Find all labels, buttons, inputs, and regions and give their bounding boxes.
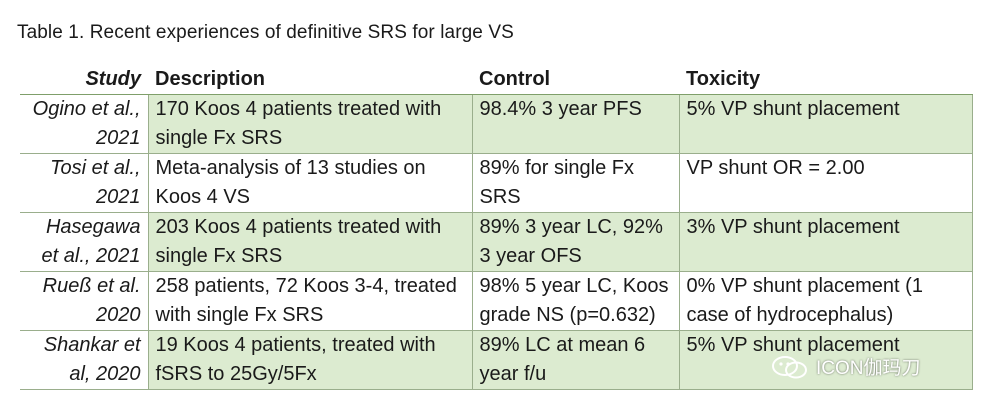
cell-control: 98.4% 3 year PFS (472, 94, 680, 154)
cell-description: 170 Koos 4 patients treated with single … (148, 94, 473, 154)
table-caption: Table 1. Recent experiences of definitiv… (17, 22, 514, 43)
cell-toxicity: 3% VP shunt placement (679, 212, 973, 272)
cell-description: 258 patients, 72 Koos 3-4, treated with … (148, 271, 473, 331)
header-toxicity: Toxicity (679, 64, 972, 95)
watermark: ICON伽玛刀 (770, 353, 921, 380)
cell-toxicity: 0% VP shunt placement (1 case of hydroce… (679, 271, 973, 331)
cell-toxicity: 5% VP shunt placement (679, 330, 973, 390)
cell-study: Rueß et al. 2020 (20, 271, 149, 331)
cell-control: 98% 5 year LC, Koos grade NS (p=0.632) (472, 271, 680, 331)
cell-study: Tosi et al., 2021 (20, 153, 149, 213)
header-study: Study (20, 64, 148, 95)
cell-study: Ogino et al., 2021 (20, 94, 149, 154)
table-row: Tosi et al., 2021 Meta-analysis of 13 st… (20, 153, 973, 213)
table-row: Rueß et al. 2020 258 patients, 72 Koos 3… (20, 271, 973, 331)
cell-description: 203 Koos 4 patients treated with single … (148, 212, 473, 272)
table-row: Shankar et al, 2020 19 Koos 4 patients, … (20, 330, 973, 390)
header-description: Description (148, 64, 472, 95)
header-control: Control (472, 64, 679, 95)
cell-description: Meta-analysis of 13 studies on Koos 4 VS (148, 153, 473, 213)
cell-description: 19 Koos 4 patients, treated with fSRS to… (148, 330, 473, 390)
cell-control: 89% for single Fx SRS (472, 153, 680, 213)
cell-study: Hasegawa et al., 2021 (20, 212, 149, 272)
cell-control: 89% LC at mean 6 year f/u (472, 330, 680, 390)
wechat-icon (772, 355, 807, 378)
cell-study: Shankar et al, 2020 (20, 330, 149, 390)
watermark-text: ICON伽玛刀 (816, 358, 921, 379)
cell-toxicity: 5% VP shunt placement (679, 94, 973, 154)
header-row: Study Description Control Toxicity (20, 64, 972, 95)
table-row: Ogino et al., 2021 170 Koos 4 patients t… (20, 94, 973, 154)
srs-table: Study Description Control Toxicity Ogino… (20, 64, 973, 390)
table-row: Hasegawa et al., 2021 203 Koos 4 patient… (20, 212, 973, 272)
cell-control: 89% 3 year LC, 92% 3 year OFS (472, 212, 680, 272)
cell-toxicity: VP shunt OR = 2.00 (679, 153, 973, 213)
